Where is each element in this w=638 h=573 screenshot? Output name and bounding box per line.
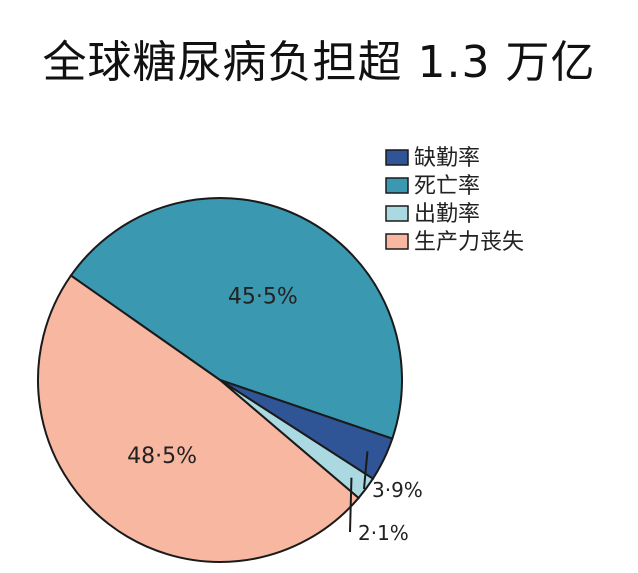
callout-line-0 <box>363 451 369 490</box>
legend-swatch-3 <box>385 233 409 250</box>
slice-label-3: 48·5% <box>127 444 197 469</box>
pie-slice-1 <box>69 197 403 440</box>
legend-swatch-2 <box>385 205 409 222</box>
callout-label-0: 3·9% <box>372 478 423 502</box>
slice-label-1: 45·5% <box>228 285 298 310</box>
callout-label-2: 2·1% <box>358 521 409 545</box>
legend-label-0: 缺勤率 <box>414 146 480 171</box>
callout-line-2 <box>349 477 353 533</box>
legend-label-3: 生产力丧失 <box>414 230 524 255</box>
legend-swatch-1 <box>385 177 409 194</box>
pie-slice-3 <box>36 274 361 563</box>
legend-label-2: 出勤率 <box>414 202 480 227</box>
legend-swatch-0 <box>385 149 409 166</box>
chart-title: 全球糖尿病负担超 1.3 万亿 <box>42 37 596 88</box>
pie-callouts: 3·9% 2·1% <box>349 451 423 545</box>
pie-slices: 45·5% 48·5% <box>36 197 403 563</box>
legend-label-1: 死亡率 <box>414 174 480 199</box>
